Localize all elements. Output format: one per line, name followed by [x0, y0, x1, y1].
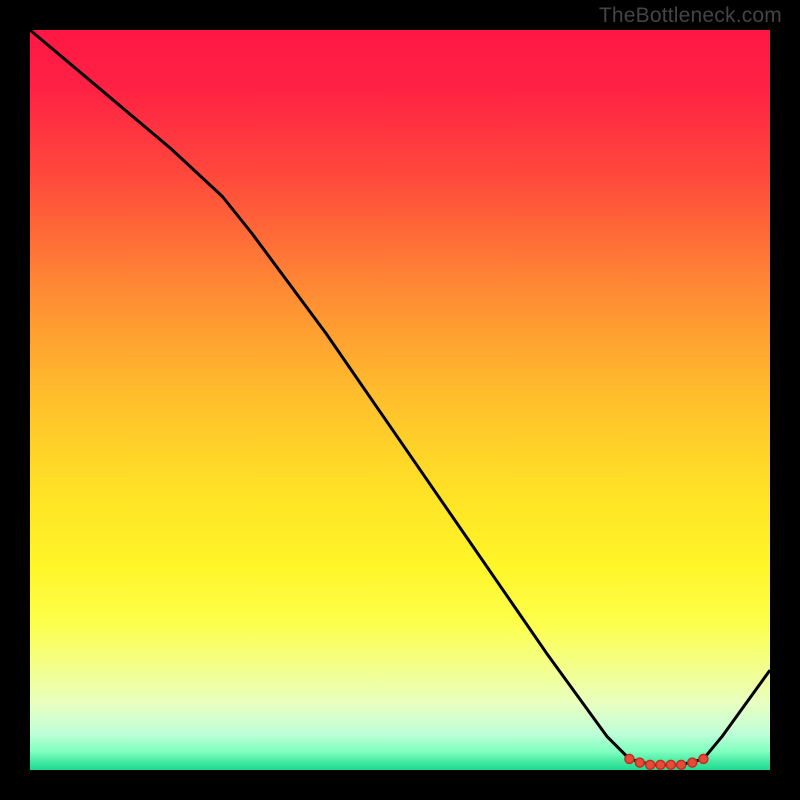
- chart-marker: [625, 754, 634, 763]
- chart-marker: [646, 760, 655, 769]
- chart-marker: [688, 758, 697, 767]
- plot-area: [30, 30, 770, 770]
- chart-line: [30, 30, 770, 765]
- chart-markers: [625, 754, 708, 769]
- chart-marker: [635, 758, 644, 767]
- watermark-text: TheBottleneck.com: [599, 4, 782, 28]
- chart-marker: [656, 760, 665, 769]
- chart-marker: [699, 754, 708, 763]
- chart-marker: [677, 760, 686, 769]
- chart-marker: [666, 760, 675, 769]
- chart-svg: [30, 30, 770, 770]
